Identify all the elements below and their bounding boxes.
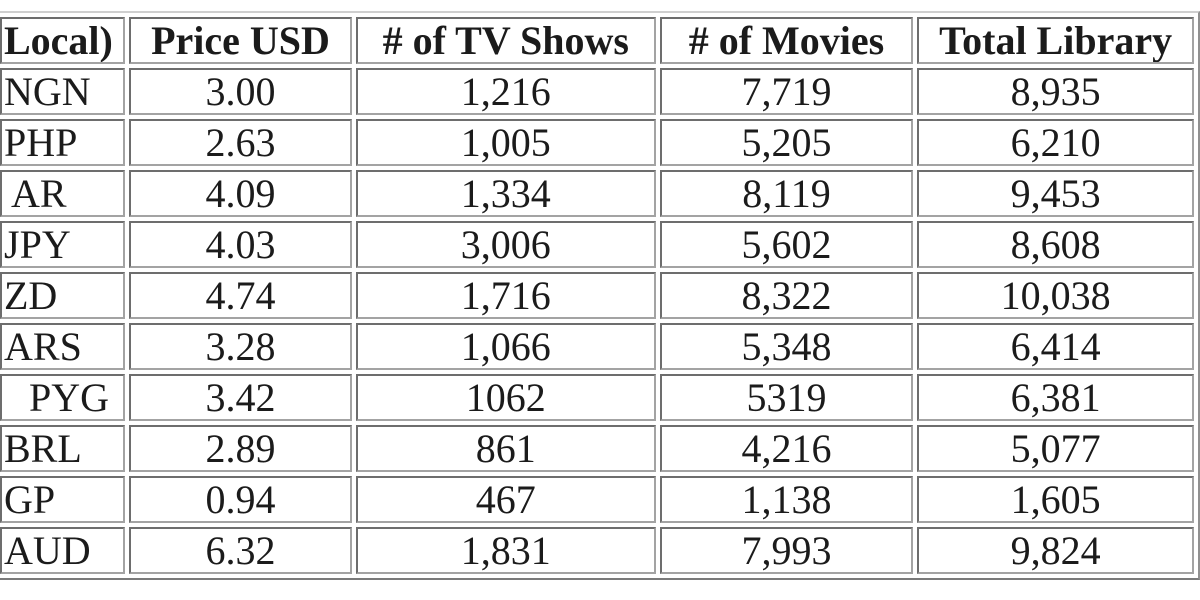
cell-tv-shows: 1,216 <box>355 68 656 115</box>
cell-local-currency: ARS <box>0 323 126 370</box>
cell-local-currency: PHP <box>0 119 126 166</box>
cell-movies: 7,993 <box>659 527 914 574</box>
cell-total-library: 9,824 <box>917 527 1194 574</box>
cell-local-currency: JPY <box>0 221 126 268</box>
cell-total-library: 9,453 <box>917 170 1194 217</box>
cell-movies: 7,719 <box>659 68 914 115</box>
cell-price-usd: 3.42 <box>129 374 352 421</box>
cell-local-currency: AR <box>0 170 126 217</box>
cell-movies: 5,602 <box>659 221 914 268</box>
cell-movies: 8,322 <box>659 272 914 319</box>
cell-tv-shows: 467 <box>355 476 656 523</box>
cell-local-currency: GP <box>0 476 126 523</box>
column-header-tv-shows: # of TV Shows <box>355 17 656 64</box>
column-header-total-library: Total Library <box>917 17 1194 64</box>
cell-movies: 8,119 <box>659 170 914 217</box>
cell-local-currency: ZD <box>0 272 126 319</box>
table-row: ARS 3.28 1,066 5,348 6,414 <box>0 323 1194 370</box>
cell-tv-shows: 1,066 <box>355 323 656 370</box>
table-row: GP 0.94 467 1,138 1,605 <box>0 476 1194 523</box>
cell-tv-shows: 1,005 <box>355 119 656 166</box>
pricing-table: Local) Price USD # of TV Shows # of Movi… <box>0 11 1200 580</box>
table-row: JPY 4.03 3,006 5,602 8,608 <box>0 221 1194 268</box>
cell-price-usd: 0.94 <box>129 476 352 523</box>
column-header-movies: # of Movies <box>659 17 914 64</box>
table-row: PHP 2.63 1,005 5,205 6,210 <box>0 119 1194 166</box>
cell-tv-shows: 1,831 <box>355 527 656 574</box>
pricing-table-viewport: Local) Price USD # of TV Shows # of Movi… <box>0 11 1200 580</box>
cell-price-usd: 2.89 <box>129 425 352 472</box>
cell-total-library: 8,935 <box>917 68 1194 115</box>
cell-local-currency: AUD <box>0 527 126 574</box>
cell-local-currency: BRL <box>0 425 126 472</box>
cell-total-library: 5,077 <box>917 425 1194 472</box>
cell-local-currency: NGN <box>0 68 126 115</box>
table-row: BRL 2.89 861 4,216 5,077 <box>0 425 1194 472</box>
cell-price-usd: 6.32 <box>129 527 352 574</box>
cell-price-usd: 3.28 <box>129 323 352 370</box>
cell-tv-shows: 3,006 <box>355 221 656 268</box>
cell-tv-shows: 1,334 <box>355 170 656 217</box>
cell-tv-shows: 861 <box>355 425 656 472</box>
cell-price-usd: 2.63 <box>129 119 352 166</box>
cell-total-library: 6,210 <box>917 119 1194 166</box>
header-row: Local) Price USD # of TV Shows # of Movi… <box>0 17 1194 64</box>
cell-local-currency: PYG <box>0 374 126 421</box>
cell-total-library: 10,038 <box>917 272 1194 319</box>
column-header-price-usd: Price USD <box>129 17 352 64</box>
cell-total-library: 6,381 <box>917 374 1194 421</box>
cell-tv-shows: 1062 <box>355 374 656 421</box>
table-row: AR 4.09 1,334 8,119 9,453 <box>0 170 1194 217</box>
cell-price-usd: 4.03 <box>129 221 352 268</box>
cell-total-library: 8,608 <box>917 221 1194 268</box>
table-row: NGN 3.00 1,216 7,719 8,935 <box>0 68 1194 115</box>
cell-price-usd: 4.74 <box>129 272 352 319</box>
cell-movies: 5,348 <box>659 323 914 370</box>
cell-movies: 1,138 <box>659 476 914 523</box>
cell-movies: 5,205 <box>659 119 914 166</box>
table-row: ZD 4.74 1,716 8,322 10,038 <box>0 272 1194 319</box>
cell-movies: 5319 <box>659 374 914 421</box>
table-row: PYG 3.42 1062 5319 6,381 <box>0 374 1194 421</box>
cell-price-usd: 3.00 <box>129 68 352 115</box>
cell-tv-shows: 1,716 <box>355 272 656 319</box>
cell-price-usd: 4.09 <box>129 170 352 217</box>
cell-total-library: 1,605 <box>917 476 1194 523</box>
table-row: AUD 6.32 1,831 7,993 9,824 <box>0 527 1194 574</box>
cell-movies: 4,216 <box>659 425 914 472</box>
column-header-local-currency: Local) <box>0 17 126 64</box>
cell-total-library: 6,414 <box>917 323 1194 370</box>
